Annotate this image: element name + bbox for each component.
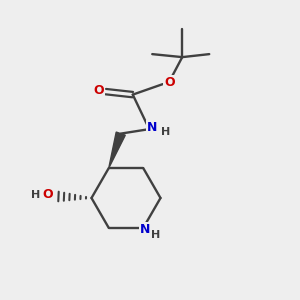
Text: H: H	[161, 127, 170, 137]
Text: H: H	[151, 230, 160, 240]
Text: O: O	[43, 188, 53, 202]
Text: O: O	[164, 76, 175, 89]
Polygon shape	[109, 132, 125, 168]
Text: O: O	[93, 84, 104, 97]
Text: H: H	[32, 190, 40, 200]
Text: N: N	[147, 121, 158, 134]
Text: N: N	[140, 223, 150, 236]
